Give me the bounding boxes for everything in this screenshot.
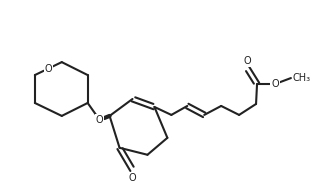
Text: O: O — [44, 64, 52, 74]
Text: CH₃: CH₃ — [293, 73, 311, 83]
Text: O: O — [96, 115, 103, 125]
Text: O: O — [243, 56, 251, 66]
Text: O: O — [271, 79, 279, 89]
Text: O: O — [129, 173, 136, 183]
